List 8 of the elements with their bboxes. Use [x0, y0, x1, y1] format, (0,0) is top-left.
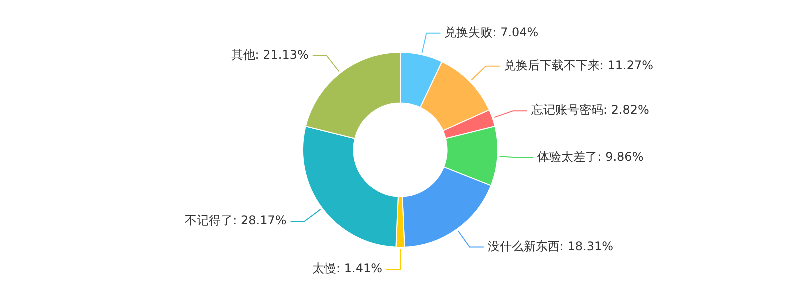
slice-label: 不记得了: 28.17% — [185, 214, 287, 228]
slice-label: 兑换后下载不下来: 11.27% — [504, 58, 654, 73]
slice-label: 兑换失败: 7.04% — [444, 26, 539, 40]
slice-label: 其他: 21.13% — [231, 48, 309, 62]
slice-label: 体验太差了: 9.86% — [538, 150, 644, 164]
slice-label: 忘记账号密码: 2.82% — [531, 103, 650, 118]
slice-label: 太慢: 1.41% — [312, 262, 382, 276]
slice-label: 没什么新东西: 18.31% — [488, 239, 614, 254]
